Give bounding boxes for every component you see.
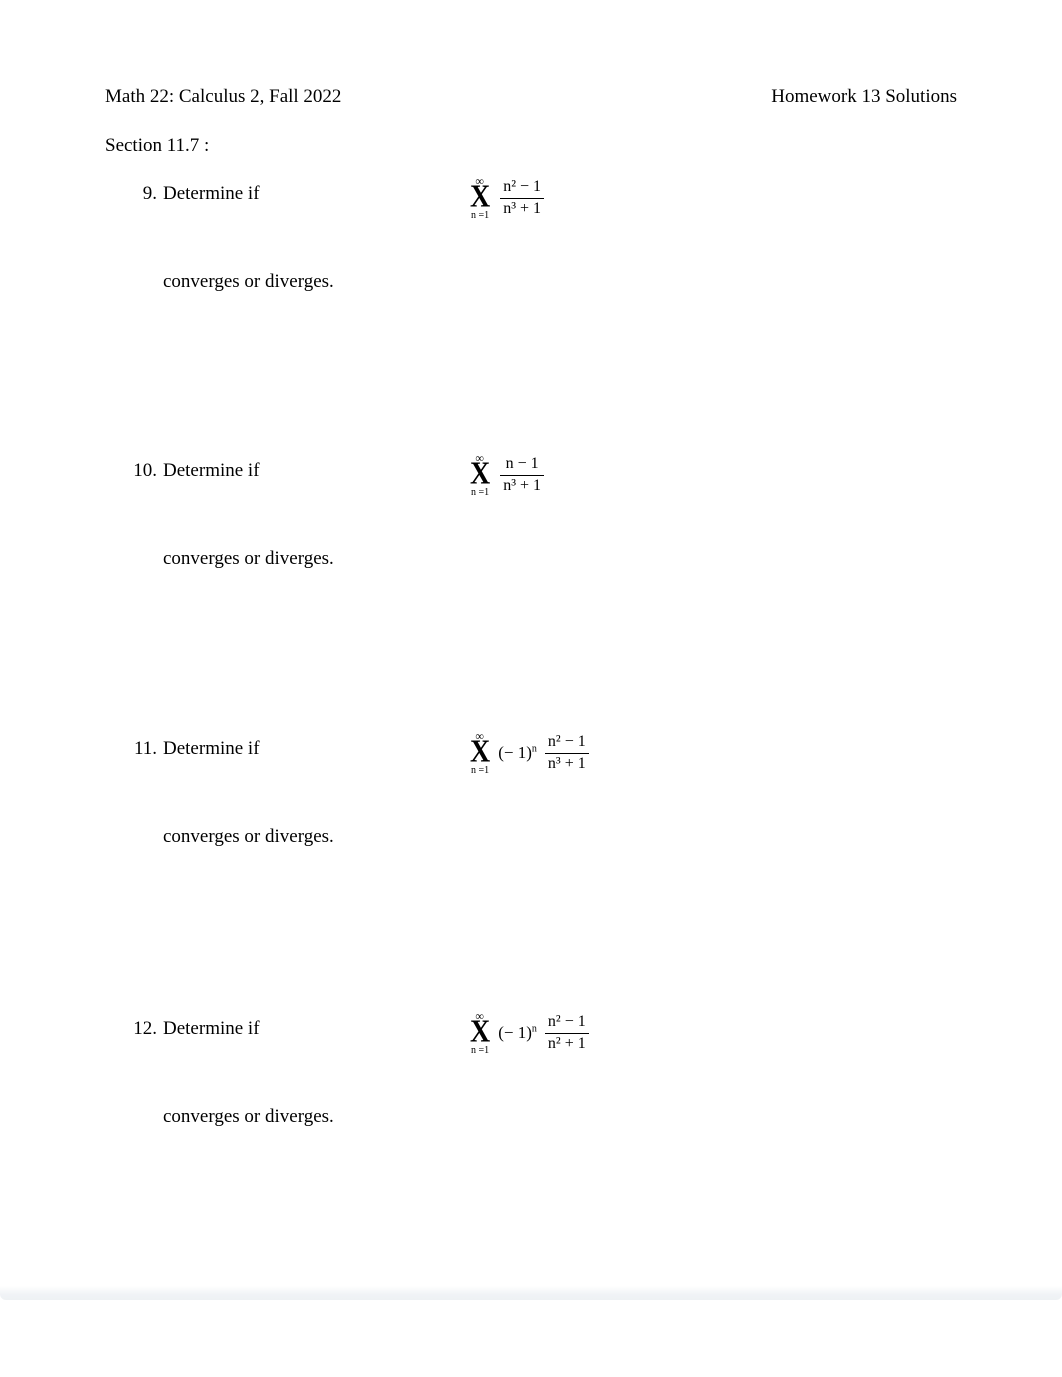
math-expression: ∞ X n =1 (− 1)n n² − 1 n³ + 1 <box>470 730 589 776</box>
course-title: Math 22: Calculus 2, Fall 2022 <box>105 86 341 108</box>
summation-symbol: ∞ X n =1 <box>470 730 490 776</box>
coef-base: (− 1) <box>498 1023 532 1042</box>
fraction-bar <box>545 1033 589 1034</box>
summation-symbol: ∞ X n =1 <box>470 175 490 221</box>
problem-number: 9. <box>130 183 157 205</box>
numerator: n² − 1 <box>545 1014 589 1031</box>
sum-sigma: X <box>470 184 490 208</box>
numerator: n² − 1 <box>500 179 544 196</box>
sum-sigma: X <box>470 461 490 485</box>
denominator: n³ + 1 <box>500 201 544 218</box>
summation-symbol: ∞ X n =1 <box>470 452 490 498</box>
problem-11: 11. Determine if ∞ X n =1 (− 1)n n² − 1 … <box>130 738 957 848</box>
page-footer-shadow <box>0 1286 1062 1300</box>
problem-lead: Determine if <box>163 1018 260 1040</box>
math-expression: ∞ X n =1 n² − 1 n³ + 1 <box>470 175 544 221</box>
coef-exponent: n <box>532 1023 537 1034</box>
denominator: n³ + 1 <box>545 756 589 773</box>
problem-tail: converges or diverges. <box>163 826 957 848</box>
problem-tail: converges or diverges. <box>163 271 957 293</box>
coefficient: (− 1)n <box>498 743 537 763</box>
sum-sigma: X <box>470 1019 490 1043</box>
numerator: n − 1 <box>503 456 542 473</box>
problem-10: 10. Determine if ∞ X n =1 n − 1 n³ + 1 c… <box>130 460 957 570</box>
homework-title: Homework 13 Solutions <box>771 86 957 108</box>
page-header: Math 22: Calculus 2, Fall 2022 Homework … <box>105 86 957 108</box>
problem-9: 9. Determine if ∞ X n =1 n² − 1 n³ + 1 c… <box>130 183 957 293</box>
problem-lead: Determine if <box>163 183 260 205</box>
math-expression: ∞ X n =1 n − 1 n³ + 1 <box>470 452 544 498</box>
problem-number: 10. <box>130 460 157 482</box>
coef-exponent: n <box>532 743 537 754</box>
fraction-bar <box>500 198 544 199</box>
fraction-bar <box>500 475 544 476</box>
summation-symbol: ∞ X n =1 <box>470 1010 490 1056</box>
numerator: n² − 1 <box>545 734 589 751</box>
problem-number: 12. <box>130 1018 157 1040</box>
problem-tail: converges or diverges. <box>163 1106 957 1128</box>
below-page-whitespace <box>0 1300 1062 1377</box>
fraction: n − 1 n³ + 1 <box>500 456 544 495</box>
problem-lead: Determine if <box>163 738 260 760</box>
document-page: Math 22: Calculus 2, Fall 2022 Homework … <box>0 0 1062 1300</box>
coefficient: (− 1)n <box>498 1023 537 1043</box>
problem-tail: converges or diverges. <box>163 548 957 570</box>
coef-base: (− 1) <box>498 743 532 762</box>
problem-12: 12. Determine if ∞ X n =1 (− 1)n n² − 1 … <box>130 1018 957 1128</box>
denominator: n² + 1 <box>545 1036 589 1053</box>
fraction: n² − 1 n² + 1 <box>545 1014 589 1053</box>
section-label: Section 11.7 : <box>105 135 209 157</box>
sum-sigma: X <box>470 739 490 763</box>
fraction: n² − 1 n³ + 1 <box>500 179 544 218</box>
problem-number: 11. <box>130 738 157 760</box>
fraction: n² − 1 n³ + 1 <box>545 734 589 773</box>
math-expression: ∞ X n =1 (− 1)n n² − 1 n² + 1 <box>470 1010 589 1056</box>
denominator: n³ + 1 <box>500 478 544 495</box>
fraction-bar <box>545 753 589 754</box>
problem-lead: Determine if <box>163 460 260 482</box>
